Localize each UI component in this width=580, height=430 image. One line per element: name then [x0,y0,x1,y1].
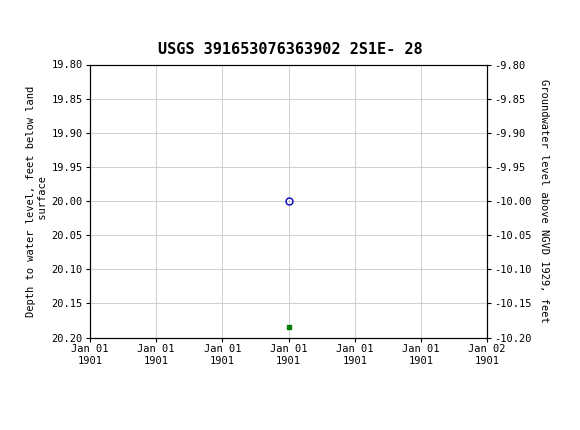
Text: ≡: ≡ [7,8,26,28]
Y-axis label: Depth to water level, feet below land
 surface: Depth to water level, feet below land su… [26,86,48,316]
Text: USGS: USGS [32,9,87,27]
Text: USGS 391653076363902 2S1E- 28: USGS 391653076363902 2S1E- 28 [158,43,422,57]
Y-axis label: Groundwater level above NGVD 1929, feet: Groundwater level above NGVD 1929, feet [539,79,549,323]
